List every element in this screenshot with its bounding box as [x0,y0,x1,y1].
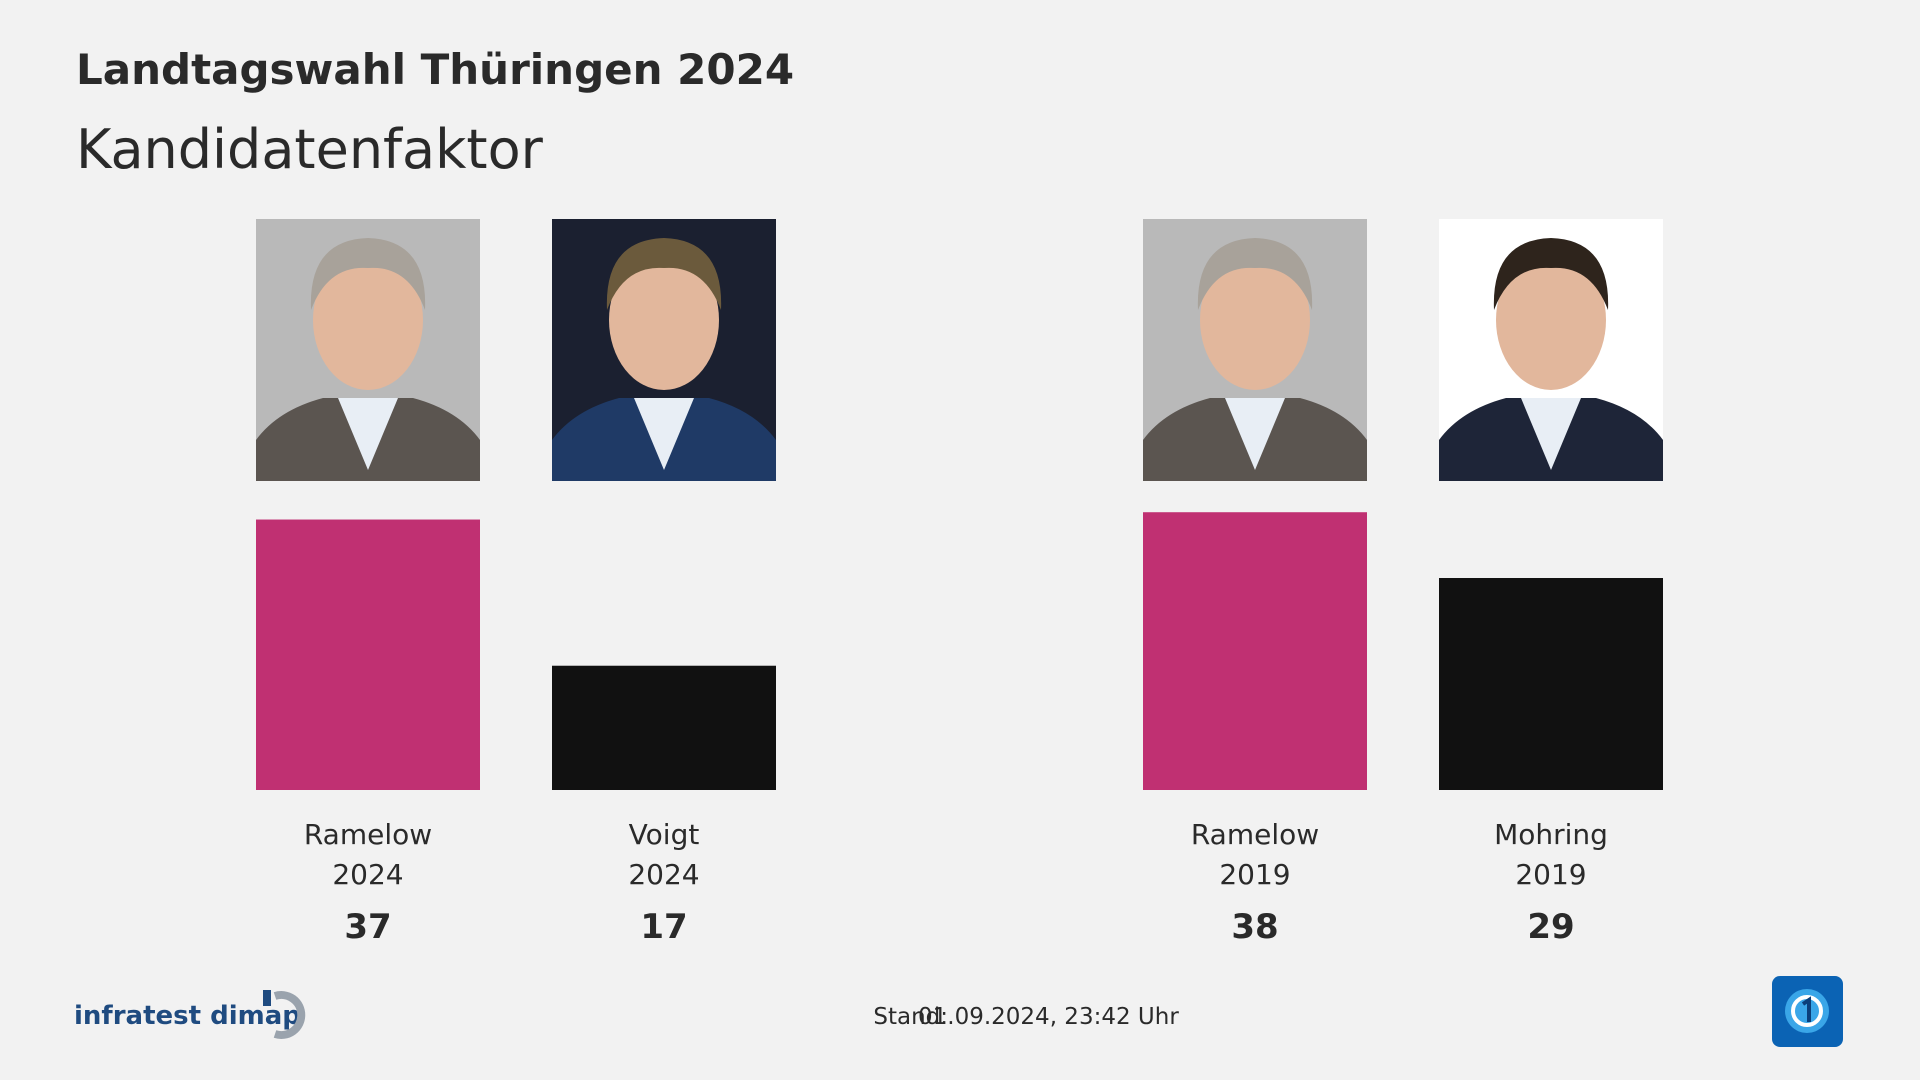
logo-bar [263,990,271,1006]
chart-title: Landtagswahl Thüringen 2024 [76,45,794,94]
photo-face [313,250,423,390]
x-tick-label: Ramelow [1191,818,1319,851]
logo-ring [1791,995,1823,1027]
photo-hair [1493,238,1609,310]
x-tick-label: Mohring [1494,818,1608,851]
photo-collar [338,398,398,470]
x-tick-sublabel: 2024 [628,858,699,891]
x-tick-sublabel: 2024 [332,858,403,891]
photo-face [1496,250,1606,390]
photo-face [1200,250,1310,390]
photo-collar [634,398,694,470]
bars: Ramelow 2024 37 Voigt 2024 17 Ramelow 2019 38 Moh… [256,219,1663,947]
candidate-photo [1143,219,1367,481]
candidate-photo [256,219,480,481]
value-label: 29 [1527,907,1574,947]
photo-hair [310,238,426,310]
photo-collar [1225,398,1285,470]
broadcaster-logo [1772,976,1843,1047]
photo-hair [1197,238,1313,310]
x-tick-label: Ramelow [304,818,432,851]
candidate-photo [552,219,776,481]
chart-subtitle: Kandidatenfaktor [76,118,544,181]
photo-hair [606,238,722,310]
footer-label: Stand: [873,1004,948,1030]
value-label: 37 [344,907,391,947]
bar [1143,512,1367,790]
bar [256,519,480,790]
source-logo [263,990,306,1039]
x-tick-sublabel: 2019 [1515,858,1586,891]
logo-one [1801,996,1811,1022]
value-label: 38 [1231,907,1278,947]
x-tick-label: Voigt [629,818,700,851]
bar [552,665,776,790]
x-tick-sublabel: 2019 [1219,858,1290,891]
footer-date: 01.09.2024, 23:42 Uhr [918,1004,1179,1030]
photo-collar [1521,398,1581,470]
footer: infratest dimap Stand: 01.09.2024, 23:42… [74,976,1843,1047]
photo-face [609,250,719,390]
value-label: 17 [640,907,687,947]
candidate-photo [1439,219,1663,481]
bar [1439,578,1663,790]
logo-arc [273,991,306,1039]
